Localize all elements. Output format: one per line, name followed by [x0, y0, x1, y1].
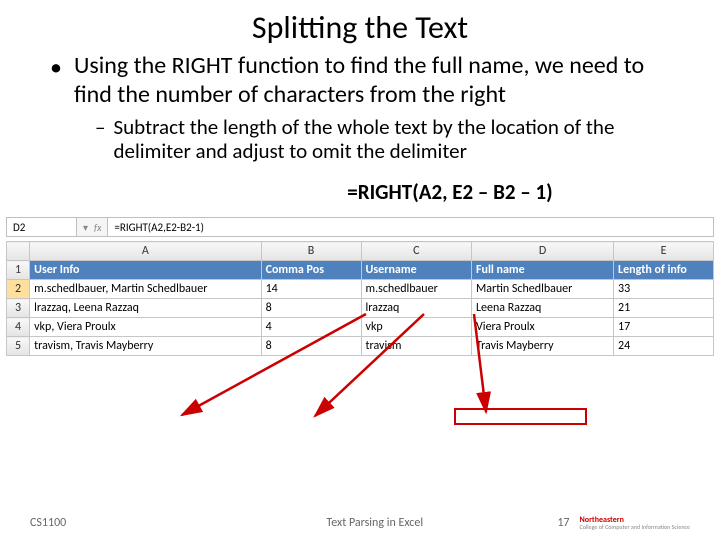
row-header[interactable]: 4: [7, 318, 30, 337]
dropdown-icon[interactable]: ▾: [83, 221, 88, 234]
cell[interactable]: 24: [614, 337, 714, 356]
logo-sub: College of Computer and Information Scie…: [580, 524, 691, 530]
header-cell[interactable]: Full name: [472, 261, 614, 280]
select-all-corner[interactable]: [7, 242, 30, 261]
row-header-1[interactable]: 1: [7, 261, 30, 280]
highlight-box: [454, 408, 587, 425]
bullet-1-text: Using the RIGHT function to find the ful…: [74, 51, 670, 109]
table-row: 4 vkp, Viera Proulx 4 vkp Viera Proulx 1…: [7, 318, 714, 337]
cell[interactable]: 14: [261, 280, 361, 299]
bullet-dash-icon: –: [95, 115, 105, 163]
row-header[interactable]: 3: [7, 299, 30, 318]
cell[interactable]: 8: [261, 299, 361, 318]
excel-screenshot: D2 ▾ fx =RIGHT(A2,E2-B2-1) A B C D E 1 U…: [6, 217, 714, 356]
cell[interactable]: Martin Schedlbauer: [472, 280, 614, 299]
row-header[interactable]: 2: [7, 280, 30, 299]
formula-display: =RIGHT(A2, E2 – B2 – 1): [0, 163, 720, 211]
university-logo: Northeastern College of Computer and Inf…: [580, 516, 691, 530]
header-cell[interactable]: Comma Pos: [261, 261, 361, 280]
bullet-dot-icon: •: [50, 53, 62, 109]
bullet-2-text: Subtract the length of the whole text by…: [113, 115, 670, 163]
table-header-row: 1 User Info Comma Pos Username Full name…: [7, 261, 714, 280]
cell[interactable]: 8: [261, 337, 361, 356]
column-headers: A B C D E: [7, 242, 714, 261]
course-code: CS1100: [30, 516, 230, 530]
cell[interactable]: vkp: [361, 318, 471, 337]
spreadsheet-grid: A B C D E 1 User Info Comma Pos Username…: [6, 241, 714, 356]
table-row: 3 lrazzaq, Leena Razzaq 8 lrazzaq Leena …: [7, 299, 714, 318]
cell[interactable]: vkp, Viera Proulx: [30, 318, 261, 337]
slide-footer: CS1100 Text Parsing in Excel 17 Northeas…: [0, 516, 720, 530]
table-row: 5 travism, Travis Mayberry 8 travism Tra…: [7, 337, 714, 356]
name-box[interactable]: D2: [7, 218, 77, 236]
cell[interactable]: lrazzaq: [361, 299, 471, 318]
col-header-E[interactable]: E: [614, 242, 714, 261]
footer-title: Text Parsing in Excel: [230, 516, 520, 530]
cell[interactable]: 4: [261, 318, 361, 337]
col-header-C[interactable]: C: [361, 242, 471, 261]
header-cell[interactable]: Length of info: [614, 261, 714, 280]
cell[interactable]: 33: [614, 280, 714, 299]
bullet-level-2: – Subtract the length of the whole text …: [0, 109, 720, 163]
header-cell[interactable]: Username: [361, 261, 471, 280]
fx-icon[interactable]: fx: [94, 221, 101, 234]
cell[interactable]: Viera Proulx: [472, 318, 614, 337]
cell[interactable]: m.schedlbauer, Martin Schedlbauer: [30, 280, 261, 299]
formula-bar: D2 ▾ fx =RIGHT(A2,E2-B2-1): [6, 217, 714, 237]
row-header[interactable]: 5: [7, 337, 30, 356]
col-header-D[interactable]: D: [472, 242, 614, 261]
col-header-B[interactable]: B: [261, 242, 361, 261]
cell[interactable]: lrazzaq, Leena Razzaq: [30, 299, 261, 318]
cell[interactable]: m.schedlbauer: [361, 280, 471, 299]
cell[interactable]: travism, Travis Mayberry: [30, 337, 261, 356]
slide-title: Splitting the Text: [0, 0, 720, 47]
col-header-A[interactable]: A: [30, 242, 261, 261]
formula-bar-icons: ▾ fx: [77, 221, 107, 234]
cell[interactable]: Travis Mayberry: [472, 337, 614, 356]
bullet-level-1: • Using the RIGHT function to find the f…: [0, 47, 720, 109]
cell[interactable]: 17: [614, 318, 714, 337]
page-number: 17: [520, 516, 580, 530]
formula-bar-input[interactable]: =RIGHT(A2,E2-B2-1): [107, 218, 713, 236]
header-cell[interactable]: User Info: [30, 261, 261, 280]
cell[interactable]: 21: [614, 299, 714, 318]
cell[interactable]: Leena Razzaq: [472, 299, 614, 318]
table-row: 2 m.schedlbauer, Martin Schedlbauer 14 m…: [7, 280, 714, 299]
cell[interactable]: travism: [361, 337, 471, 356]
